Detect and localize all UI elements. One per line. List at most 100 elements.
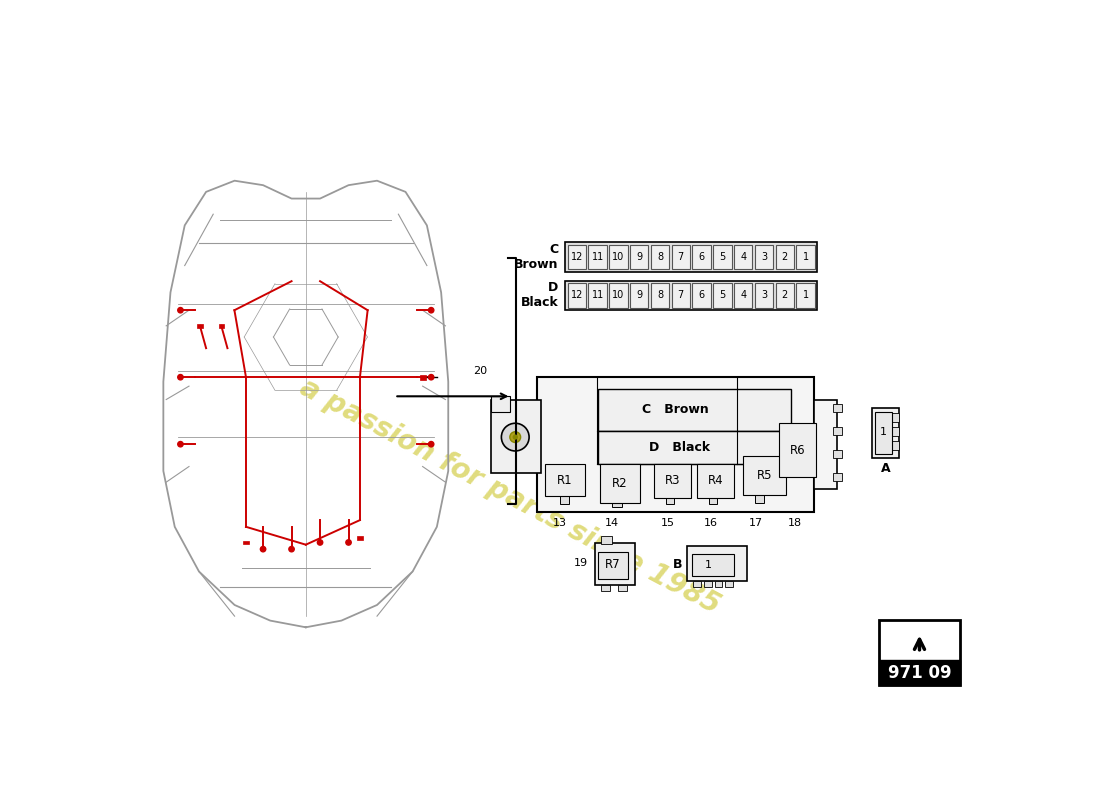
Circle shape [178, 307, 183, 313]
Text: 9: 9 [636, 290, 642, 301]
Bar [671, 283, 690, 308]
Bar [697, 464, 734, 498]
Text: 11: 11 [592, 290, 604, 301]
Text: 8: 8 [657, 252, 663, 262]
Bar [713, 283, 732, 308]
Bar [560, 496, 569, 504]
Bar [734, 245, 752, 270]
Text: 10: 10 [613, 290, 625, 301]
Circle shape [178, 374, 183, 380]
Bar [197, 324, 202, 328]
Bar [598, 389, 791, 431]
Bar [692, 283, 711, 308]
Bar [491, 396, 510, 412]
Circle shape [345, 540, 351, 545]
Bar [618, 585, 627, 591]
Circle shape [429, 442, 433, 447]
Bar [874, 412, 892, 454]
Bar [892, 427, 900, 436]
Bar [892, 414, 900, 422]
Bar [568, 283, 586, 308]
Bar [755, 495, 763, 502]
Text: 12: 12 [571, 252, 583, 262]
Text: C   Brown: C Brown [642, 403, 708, 416]
Bar [600, 464, 640, 502]
Text: 20: 20 [473, 366, 486, 376]
Circle shape [502, 423, 529, 451]
Text: 17: 17 [748, 518, 762, 528]
Bar [630, 245, 649, 270]
Circle shape [318, 540, 322, 545]
Bar [630, 283, 649, 308]
Circle shape [178, 442, 183, 447]
Bar [651, 245, 669, 270]
Bar [755, 245, 773, 270]
Circle shape [261, 546, 266, 552]
Bar [667, 498, 674, 504]
Bar [653, 464, 691, 498]
Text: 6: 6 [698, 252, 705, 262]
Text: 11: 11 [592, 252, 604, 262]
Text: 7: 7 [678, 252, 684, 262]
Bar [776, 245, 794, 270]
Text: 16: 16 [704, 518, 718, 528]
Text: A: A [881, 462, 890, 475]
Text: 3: 3 [761, 290, 767, 301]
Bar [871, 408, 899, 458]
Bar [880, 619, 960, 685]
Text: 7: 7 [678, 290, 684, 301]
Text: 19: 19 [574, 558, 589, 568]
Bar [565, 281, 817, 310]
Circle shape [514, 435, 517, 439]
Bar [537, 377, 814, 512]
Bar [734, 283, 752, 308]
Text: 14: 14 [605, 518, 619, 528]
Text: 1: 1 [803, 290, 808, 301]
Text: C
Brown: C Brown [514, 243, 559, 271]
Bar [601, 537, 613, 544]
Text: 9: 9 [636, 252, 642, 262]
Bar [779, 423, 816, 477]
Text: 2: 2 [782, 252, 788, 262]
Text: 3: 3 [761, 252, 767, 262]
Text: R2: R2 [612, 477, 628, 490]
Bar [710, 498, 717, 504]
Text: R4: R4 [707, 474, 724, 487]
Text: 18: 18 [788, 518, 802, 528]
Bar [588, 245, 607, 270]
Bar [834, 450, 843, 458]
Text: B: B [673, 558, 682, 570]
Text: 5: 5 [719, 252, 726, 262]
Text: 1: 1 [880, 427, 887, 438]
Bar [544, 464, 584, 496]
Bar [776, 283, 794, 308]
Bar [609, 245, 628, 270]
Text: 8: 8 [657, 290, 663, 301]
Bar [692, 554, 734, 576]
Bar [419, 375, 426, 379]
Bar [880, 661, 960, 685]
Bar [704, 581, 712, 587]
Bar [598, 552, 628, 578]
Bar [726, 581, 734, 587]
Bar [715, 581, 723, 587]
Bar [892, 441, 900, 450]
Bar [588, 283, 607, 308]
Text: R3: R3 [664, 474, 680, 487]
Bar [814, 400, 837, 489]
Text: 12: 12 [571, 290, 583, 301]
Circle shape [289, 546, 295, 552]
Bar [609, 283, 628, 308]
Circle shape [429, 374, 433, 380]
Bar [713, 245, 732, 270]
Text: a passion for parts since 1985: a passion for parts since 1985 [295, 374, 725, 619]
Circle shape [429, 307, 433, 313]
Text: 15: 15 [661, 518, 674, 528]
Text: 4: 4 [740, 290, 746, 301]
Bar [796, 245, 815, 270]
Text: 1: 1 [705, 560, 712, 570]
Text: 1: 1 [803, 252, 808, 262]
Bar [219, 324, 224, 328]
Text: 13: 13 [553, 518, 566, 528]
Text: R7: R7 [605, 558, 620, 571]
